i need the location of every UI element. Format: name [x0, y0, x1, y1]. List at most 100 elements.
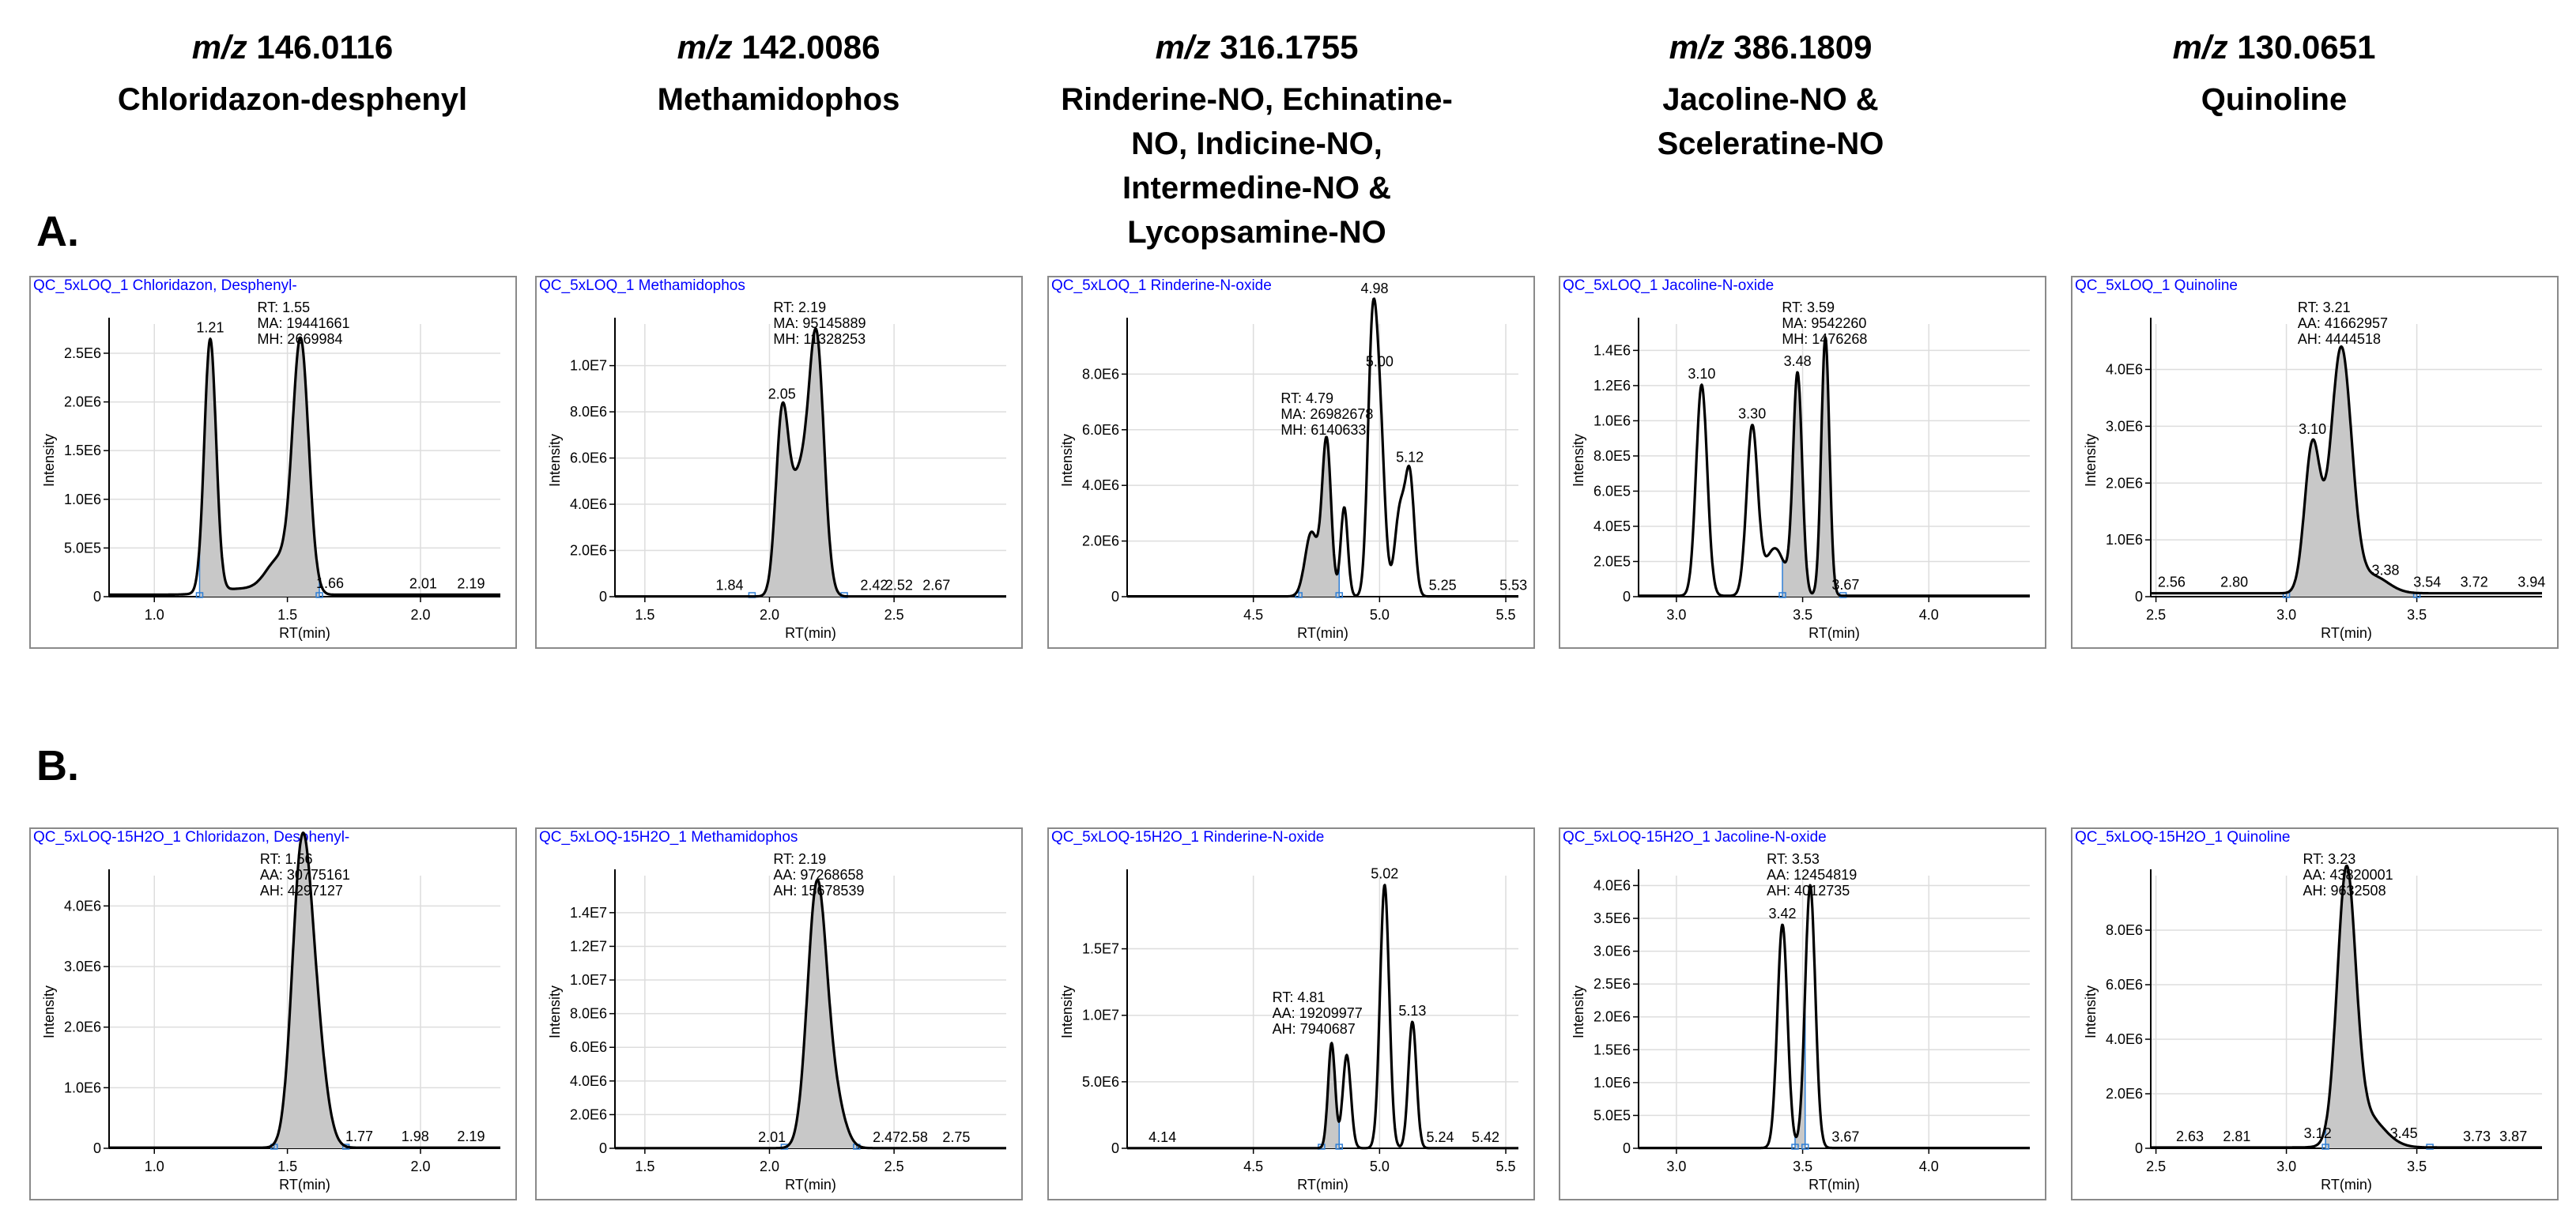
chromatogram-panel: QC_5xLOQ_1 Methamidophos 1.5 2.0 2.5 0 2.0E6 4… [535, 276, 1023, 649]
x-tick-label: 5.5 [1496, 607, 1516, 623]
peak-rt-label: 3.48 [1784, 353, 1812, 369]
chromatogram-title: QC_5xLOQ-15H2O_1 Quinoline [2075, 829, 2290, 846]
y-tick-label: 4.0E6 [1082, 477, 1119, 493]
peak-rt-label: 2.52 [885, 578, 913, 594]
x-tick-label: 2.0 [410, 607, 430, 623]
chromatogram-panel: QC_5xLOQ-15H2O_1 Quinoline 2.5 3.0 3.5 0 2.0E… [2071, 827, 2559, 1200]
chromatogram-title: QC_5xLOQ-15H2O_1 Jacoline-N-oxide [1563, 829, 1827, 846]
y-tick-label: 4.0E6 [570, 496, 607, 512]
y-tick-label: 2.5E6 [64, 345, 101, 361]
peak-rt-label: 2.75 [942, 1129, 970, 1145]
column-header-4: m/z 386.1809 Jacoline-NO & Sceleratine-N… [1549, 17, 1992, 166]
y-tick-label: 8.0E5 [1593, 448, 1631, 464]
column-header-mz: m/z 316.1755 [1155, 28, 1359, 66]
peak-annotation: AA: 97268658 [773, 867, 863, 883]
peak-annotation: RT: 4.79 [1280, 390, 1333, 406]
peak-rt-label: 3.72 [2461, 575, 2488, 590]
chromatogram-trace [1126, 297, 1519, 598]
column-header-name: Rinderine-NO, Echinatine-NO, Indicine-NO… [1061, 82, 1453, 250]
peak-rt-label: 5.53 [1499, 578, 1527, 594]
peak-annotation: MA: 19441661 [257, 315, 349, 331]
peak-annotation: RT: 4.81 [1273, 989, 1326, 1005]
chromatogram-panel: QC_5xLOQ-15H2O_1 Jacoline-N-oxide 3.0 3.5 4… [1559, 827, 2046, 1200]
panel-frame [1047, 827, 1535, 1200]
section-label-b: B. [36, 742, 79, 790]
y-tick-label: 8.0E6 [570, 1006, 607, 1022]
y-tick-label: 3.5E6 [1593, 910, 1631, 926]
integration-marker [1791, 1144, 1799, 1150]
y-tick-label: 8.0E6 [2106, 922, 2143, 938]
integration-marker [2321, 1144, 2329, 1150]
y-tick-label: 1.0E7 [1082, 1008, 1119, 1023]
y-tick-label: 5.0E6 [1082, 1074, 1119, 1090]
x-tick-label: 4.5 [1243, 607, 1263, 623]
peak-annotation: RT: 3.23 [2303, 851, 2356, 867]
y-tick-label: 1.4E6 [1593, 342, 1631, 358]
column-header-name: Methamidophos [657, 82, 900, 117]
y-tick-label: 1.2E6 [1593, 378, 1631, 394]
x-axis-label: RT(min) [2321, 625, 2372, 641]
y-tick-label: 1.4E7 [570, 905, 607, 921]
y-tick-label: 4.0E6 [1593, 877, 1631, 893]
y-tick-label: 5.0E5 [64, 540, 101, 556]
peak-rt-label: 1.98 [402, 1129, 429, 1144]
panel-frame [1047, 276, 1535, 649]
column-header-mz: m/z 386.1809 [1669, 28, 1873, 66]
integration-marker [1801, 1144, 1809, 1150]
y-tick-label: 6.0E6 [570, 450, 607, 466]
y-tick-label: 2.0E6 [2106, 475, 2143, 491]
peak-rt-label: 3.10 [1688, 366, 1715, 382]
x-axis-label: RT(min) [785, 1177, 836, 1193]
peak-rt-label: 5.02 [1371, 866, 1398, 882]
peak-rt-label: 5.42 [1472, 1129, 1499, 1145]
chromatogram-panel: QC_5xLOQ_1 Rinderine-N-oxide 4.5 5.0 5.5 0 2.… [1047, 276, 1535, 649]
peak-rt-label: 3.45 [2390, 1125, 2418, 1141]
peak-annotation: RT: 3.53 [1767, 851, 1820, 867]
y-tick-label: 6.0E6 [570, 1039, 607, 1055]
peak-annotation: MA: 26982678 [1280, 406, 1373, 422]
y-tick-label: 1.0E7 [570, 972, 607, 988]
integrated-peak-area [1795, 988, 1805, 1148]
peak-rt-label: 3.10 [2299, 421, 2326, 437]
peak-rt-label: 2.80 [2220, 575, 2248, 590]
peak-annotation: AA: 43820001 [2303, 867, 2393, 883]
peak-rt-label: 3.42 [1769, 906, 1797, 921]
chromatogram-title: QC_5xLOQ_1 Rinderine-N-oxide [1051, 277, 1272, 294]
peak-annotation: RT: 2.19 [773, 851, 826, 867]
column-header-mz: m/z 142.0086 [677, 28, 881, 66]
peak-rt-label: 3.67 [1831, 1129, 1859, 1145]
peak-annotation: AA: 12454819 [1767, 867, 1857, 883]
y-tick-label: 2.0E6 [1082, 533, 1119, 549]
peak-rt-label: 3.73 [2463, 1129, 2491, 1144]
chromatogram-trace [614, 878, 1007, 1150]
x-tick-label: 2.0 [760, 1159, 779, 1174]
y-tick-label: 2.5E6 [1593, 976, 1631, 992]
y-tick-label: 2.0E6 [570, 1106, 607, 1122]
y-tick-label: 0 [1623, 589, 1631, 605]
x-tick-label: 1.5 [277, 1159, 297, 1174]
panel-frame [29, 827, 517, 1200]
chromatogram-title: QC_5xLOQ_1 Quinoline [2075, 277, 2238, 294]
column-header-5: m/z 130.0651 Quinoline [2053, 17, 2495, 122]
chromatogram-trace [614, 327, 1007, 598]
y-tick-label: 1.0E6 [1593, 1075, 1631, 1091]
x-tick-label: 1.5 [635, 607, 654, 623]
y-tick-label: 0 [599, 589, 607, 605]
peak-rt-label: 4.98 [1360, 281, 1388, 296]
peak-annotation: AH: 15678539 [773, 883, 864, 899]
integration-marker [1335, 592, 1344, 598]
y-axis-label: Intensity [1571, 985, 1586, 1038]
peak-annotation: AA: 41662957 [2298, 315, 2388, 331]
x-tick-label: 3.0 [2276, 607, 2296, 623]
y-tick-label: 5.0E5 [1593, 1107, 1631, 1123]
x-tick-label: 3.0 [1666, 1159, 1686, 1174]
y-tick-label: 4.0E6 [64, 898, 101, 914]
y-tick-label: 1.0E6 [64, 492, 101, 507]
column-header-name: Jacoline-NO & Sceleratine-NO [1657, 82, 1884, 161]
peak-rt-label: 1.77 [345, 1129, 373, 1144]
x-tick-label: 5.0 [1370, 607, 1390, 623]
chromatogram-trace [108, 831, 501, 1149]
peak-annotation: RT: 3.59 [1782, 300, 1835, 315]
peak-rt-label: 2.19 [457, 576, 485, 592]
peak-annotation: MA: 9542260 [1782, 315, 1866, 331]
